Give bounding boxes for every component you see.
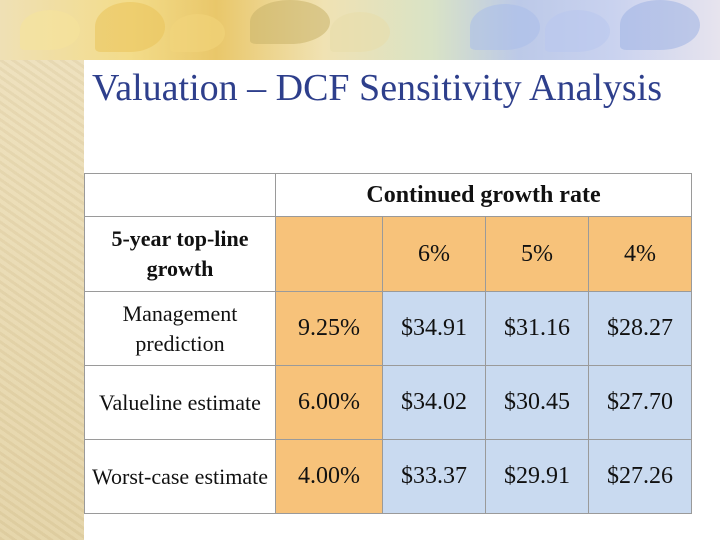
- header-blank-cell: [275, 216, 383, 292]
- row-label: Worst-case estimate: [84, 439, 276, 514]
- value-cell: $34.02: [382, 365, 486, 440]
- value-cell: $33.37: [382, 439, 486, 514]
- value-cell: $30.45: [485, 365, 589, 440]
- table-super-header-row: Continued growth rate: [84, 173, 692, 217]
- value-cell: $34.91: [382, 291, 486, 366]
- growth-rate-cell: 6.00%: [275, 365, 383, 440]
- growth-rate-cell: 9.25%: [275, 291, 383, 366]
- continued-growth-rate-header: Continued growth rate: [275, 173, 692, 217]
- column-header: 4%: [588, 216, 692, 292]
- row-header-label: 5-year top-line growth: [84, 216, 276, 292]
- value-cell: $27.26: [588, 439, 692, 514]
- slide-title: Valuation – DCF Sensitivity Analysis: [92, 67, 663, 109]
- table-row: Worst-case estimate 4.00% $33.37 $29.91 …: [84, 439, 692, 514]
- column-header: 6%: [382, 216, 486, 292]
- corner-cell: [84, 173, 276, 217]
- column-header: 5%: [485, 216, 589, 292]
- decorative-banner: [0, 0, 720, 60]
- value-cell: $28.27: [588, 291, 692, 366]
- value-cell: $27.70: [588, 365, 692, 440]
- growth-rate-cell: 4.00%: [275, 439, 383, 514]
- table-row: Valueline estimate 6.00% $34.02 $30.45 $…: [84, 365, 692, 440]
- table-row: Management prediction 9.25% $34.91 $31.1…: [84, 291, 692, 366]
- sensitivity-table: Continued growth rate 5-year top-line gr…: [84, 173, 692, 514]
- row-label: Valueline estimate: [84, 365, 276, 440]
- value-cell: $31.16: [485, 291, 589, 366]
- table-header-row: 5-year top-line growth 6% 5% 4%: [84, 216, 692, 292]
- value-cell: $29.91: [485, 439, 589, 514]
- row-label: Management prediction: [84, 291, 276, 366]
